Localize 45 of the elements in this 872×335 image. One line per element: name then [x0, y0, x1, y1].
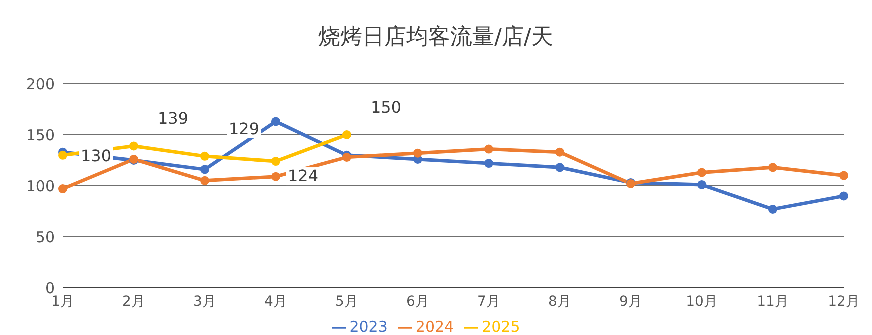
x-tick-label: 9月 — [620, 294, 642, 310]
x-tick-label: 7月 — [478, 294, 500, 310]
point — [130, 142, 138, 151]
point — [556, 163, 564, 172]
y-tick-label: 200 — [26, 75, 55, 94]
x-tick-label: 10月 — [686, 294, 718, 310]
point — [272, 157, 280, 166]
x-tick-label: 2月 — [122, 294, 146, 310]
point — [200, 176, 210, 186]
point — [272, 172, 280, 182]
y-tick-label: 150 — [26, 126, 55, 144]
x-tick-label: 6月 — [406, 294, 430, 310]
point — [768, 163, 778, 172]
y-tick-label: 100 — [26, 177, 55, 196]
point — [698, 180, 706, 190]
x-tick-label: 5月 — [336, 294, 358, 310]
data-label: 130 — [81, 146, 112, 166]
point — [58, 150, 68, 160]
point — [200, 165, 210, 174]
point — [698, 168, 706, 178]
point — [556, 148, 564, 157]
point — [840, 192, 848, 201]
data-label: 129 — [229, 119, 260, 138]
data-label: 124 — [288, 166, 319, 186]
point — [414, 148, 422, 158]
point — [200, 152, 210, 161]
data-label: 150 — [371, 98, 402, 117]
x-tick-label: 12月 — [828, 294, 860, 310]
point — [342, 130, 352, 140]
point — [272, 117, 280, 126]
legend-label: 2023 — [350, 318, 388, 335]
x-tick-label: 8月 — [548, 294, 572, 310]
x-tick-label: 3月 — [194, 294, 216, 310]
x-tick-label: 11月 — [757, 294, 789, 310]
legend-label: 2025 — [482, 318, 520, 335]
point — [840, 171, 848, 180]
x-tick-label: 4月 — [264, 294, 288, 310]
point — [58, 184, 68, 194]
point — [484, 144, 494, 154]
point — [768, 204, 778, 214]
point — [484, 159, 494, 168]
data-label: 139 — [158, 109, 189, 128]
chart-title: 烧烤日店均客流量/店/天 — [318, 24, 554, 52]
y-tick-label: 50 — [36, 228, 55, 246]
legend-label: 2024 — [416, 318, 454, 335]
